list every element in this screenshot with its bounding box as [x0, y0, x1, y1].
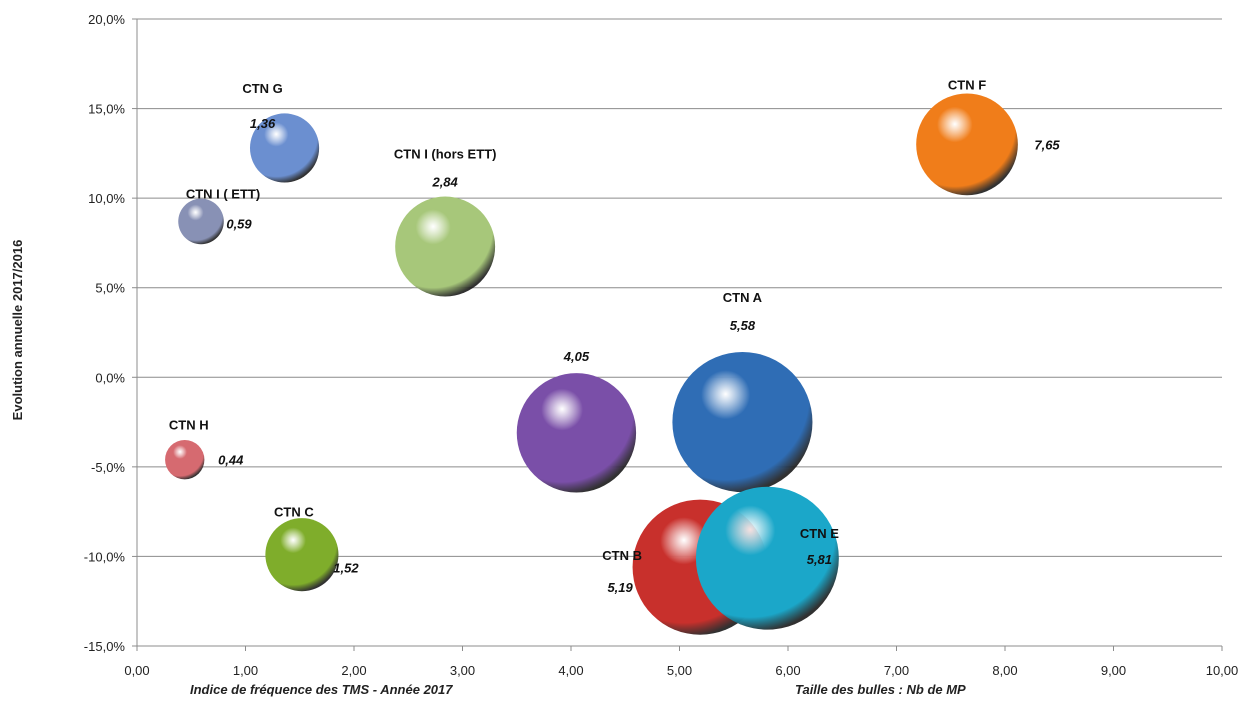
bubble-value-label: 2,84: [431, 175, 458, 190]
y-tick-label: -15,0%: [84, 639, 126, 654]
axes: -15,0% -10,0% -5,0% 0,0% 5,0% 10,0% 15,0% 20,0%…: [84, 12, 1238, 678]
bubble-value-label: 1,36: [250, 116, 276, 131]
y-tick-label: -5,0%: [91, 460, 125, 475]
bubble-ctn-e: [695, 486, 839, 630]
bubble-ctn-f: [916, 93, 1018, 196]
bubble-value-label: 0,59: [226, 216, 252, 231]
bubble-name-label: CTN A: [723, 290, 763, 305]
bubble-ctn-a: [672, 352, 813, 493]
bubble-value-label: 5,58: [730, 318, 756, 333]
bubble-value-label: 0,44: [218, 453, 244, 468]
x-tick-label: 6,00: [775, 663, 800, 678]
y-tick-label: -10,0%: [84, 549, 126, 564]
bubble-ctn-i-hors-ett: [395, 196, 496, 297]
y-tick-label: 20,0%: [88, 12, 125, 27]
x-tick-label: 2,00: [341, 663, 366, 678]
bubble-ctn-c: [265, 518, 339, 592]
bubble-labels: CTN A 5,58 4,05 CTN B 5,19 CTN E 5,81 CTN F 7,65…: [169, 77, 1061, 595]
y-tick-label: 10,0%: [88, 191, 125, 206]
y-tick-label: 15,0%: [88, 102, 125, 117]
bubble-name-label: CTN E: [800, 526, 839, 541]
bubble-ctn-i-ett: [178, 198, 224, 245]
bubble-name-label: CTN I (hors ETT): [394, 147, 497, 162]
y-tick-label: 5,0%: [95, 281, 125, 296]
bubble-value-label: 1,52: [333, 561, 359, 576]
y-axis-title: Evolution annuelle 2017/2016: [10, 240, 25, 421]
bubble-unnamed: [516, 373, 637, 493]
bubble-name-label: CTN C: [274, 505, 314, 520]
y-tick-label: 0,0%: [95, 370, 125, 385]
x-tick-label: 7,00: [884, 663, 909, 678]
x-tick-label: 0,00: [124, 663, 149, 678]
bubble-value-label: 5,19: [607, 580, 633, 595]
x-axis-title: Indice de fréquence des TMS - Année 2017: [190, 682, 453, 697]
bubble-value-label: 5,81: [807, 552, 832, 567]
bubble-size-note: Taille des bulles : Nb de MP: [795, 682, 966, 697]
x-tick-label: 8,00: [992, 663, 1017, 678]
x-tick-label: 5,00: [667, 663, 692, 678]
x-tick-label: 9,00: [1101, 663, 1126, 678]
x-tick-label: 10,00: [1206, 663, 1239, 678]
bubble-value-label: 4,05: [563, 349, 590, 364]
bubble-ctn-g: [249, 113, 320, 183]
x-tick-label: 3,00: [450, 663, 475, 678]
bubble-name-label: CTN G: [242, 81, 282, 96]
bubbles: [165, 93, 1018, 635]
bubble-name-label: CTN B: [602, 548, 642, 563]
bubble-name-label: CTN H: [169, 418, 209, 433]
bubble-value-label: 7,65: [1034, 137, 1060, 152]
bubble-ctn-h: [165, 440, 205, 480]
x-tick-label: 1,00: [233, 663, 258, 678]
bubble-name-label: CTN F: [948, 77, 986, 92]
bubble-name-label: CTN I ( ETT): [186, 186, 260, 201]
x-tick-label: 4,00: [558, 663, 583, 678]
